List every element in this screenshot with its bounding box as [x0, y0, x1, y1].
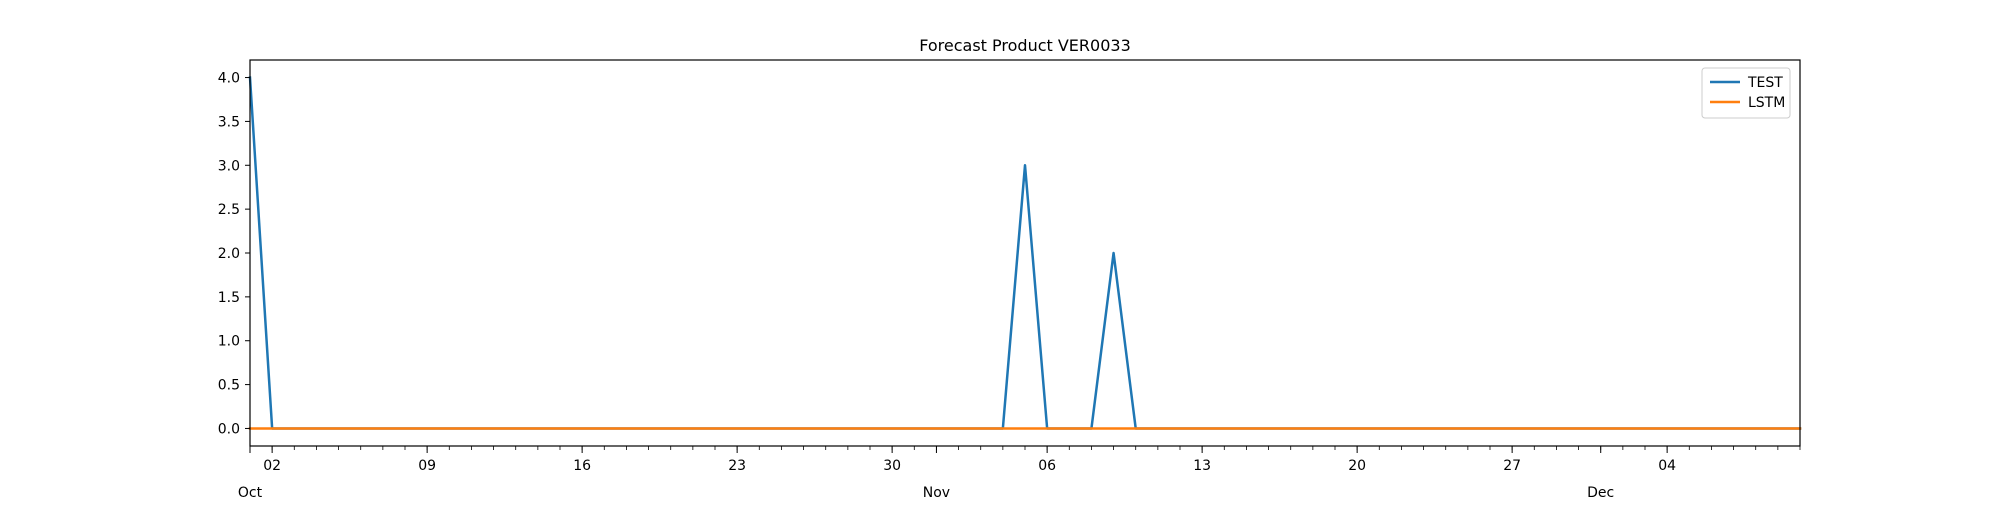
plot-area: 0.0 0.5 1.0 1.5 2.0 2.5 3.0 3.5 4.0 02 09 16 23 30 06 1…: [218, 59, 1802, 501]
y-tick-label: 0.0: [218, 421, 240, 437]
y-tick-label: 1.5: [218, 290, 240, 306]
y-tick-label: 3.5: [218, 114, 240, 130]
legend-box: [1701, 67, 1791, 119]
x-tick-label: 06: [1038, 458, 1056, 474]
y-tick-label: 0.5: [218, 378, 240, 394]
series-line-test: [248, 76, 1802, 430]
x-tick-label: 09: [418, 458, 436, 474]
x-tick-label: 23: [728, 458, 746, 474]
x-tick-label: 16: [573, 458, 591, 474]
y-tick-label: 2.0: [218, 246, 240, 262]
x-month-label: Nov: [923, 485, 950, 500]
x-month-label: Dec: [1587, 485, 1614, 500]
x-month-label: Oct: [238, 485, 263, 500]
legend-label-test: TEST: [1747, 75, 1783, 91]
x-tick-label: 02: [263, 458, 281, 474]
x-tick-label: 13: [1193, 458, 1211, 474]
legend-label-lstm: LSTM: [1748, 95, 1785, 111]
y-tick-label: 2.5: [218, 202, 240, 218]
x-tick-label: 27: [1503, 458, 1521, 474]
y-tick-label: 3.0: [218, 158, 240, 174]
x-tick-label: 30: [883, 458, 901, 474]
x-tick-label: 04: [1658, 458, 1676, 474]
chart-title: Forecast Product VER0033: [919, 36, 1131, 55]
y-tick-label: 1.0: [218, 334, 240, 350]
plot-frame: [249, 59, 1801, 447]
x-tick-label: 20: [1348, 458, 1366, 474]
y-tick-label: 4.0: [218, 71, 240, 87]
